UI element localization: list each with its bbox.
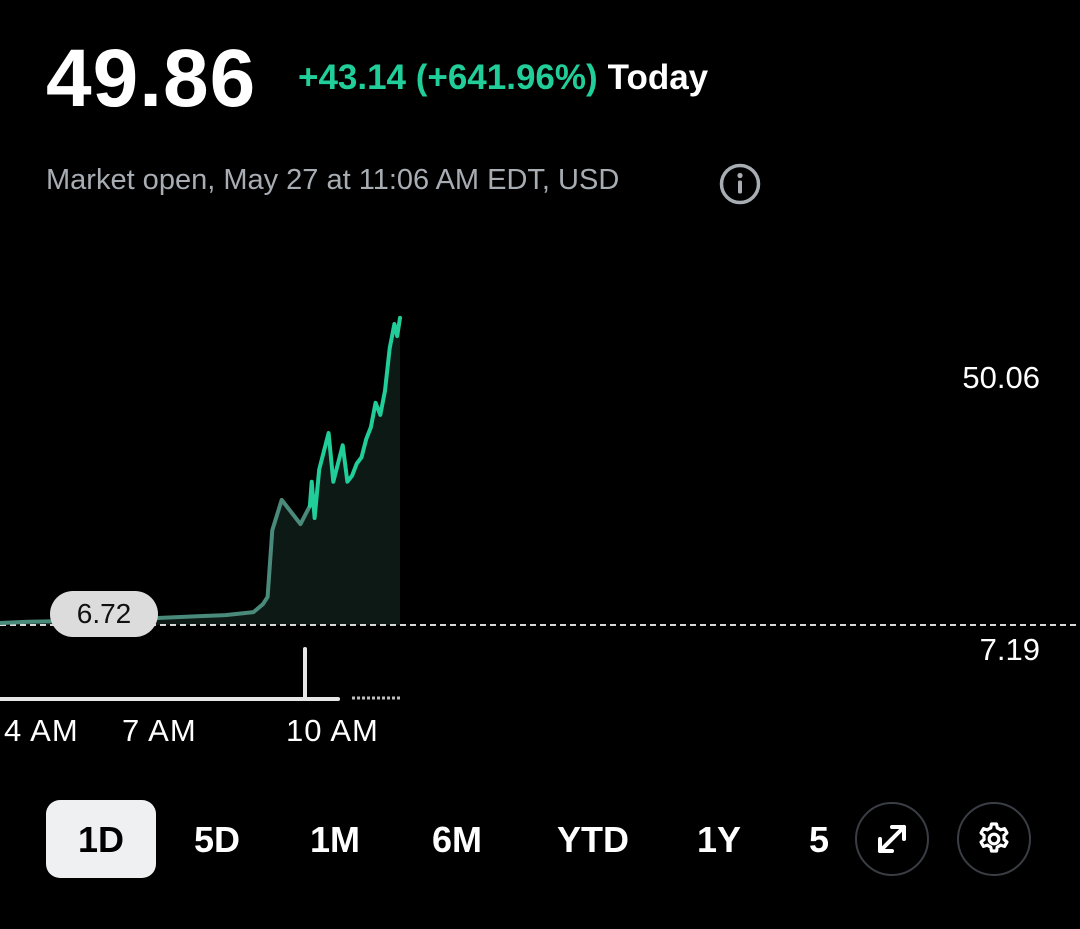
range-tab-ytd[interactable]: YTD — [557, 819, 629, 860]
range-tab-5d[interactable]: 5D — [193, 819, 241, 860]
expand-icon — [878, 825, 906, 853]
range-tab-1m[interactable]: 1M — [309, 819, 360, 860]
market-status: Market open, May 27 at 11:06 AM EDT, USD — [46, 164, 620, 196]
x-tick-label: 4 AM — [4, 713, 79, 748]
current-price: 49.86 — [46, 33, 257, 124]
change-period: Today — [607, 58, 709, 97]
session-price-line — [307, 315, 402, 520]
x-tick-label: 7 AM — [122, 713, 197, 748]
range-tab-1d[interactable]: 1D — [46, 800, 156, 878]
range-selector: 1D 5D 1M 6M YTD 1Y 5 — [0, 800, 1080, 880]
range-tab-6m[interactable]: 6M — [431, 819, 482, 860]
chart-settings-button[interactable] — [957, 802, 1031, 876]
range-tab-5[interactable]: 5 — [808, 819, 830, 860]
x-tick-label: 10 AM — [286, 713, 379, 748]
previous-close-label: 6.72 — [77, 598, 132, 629]
chart-low-label: 7.19 — [980, 632, 1040, 667]
change-amount: +43.14 (+641.96%) — [298, 58, 598, 97]
price-chart[interactable]: 6.72 50.06 7.19 4 AM 7 AM 10 AM — [0, 300, 1080, 760]
price-change: +43.14 (+641.96%) Today — [298, 60, 708, 95]
expand-chart-button[interactable] — [855, 802, 929, 876]
info-icon[interactable] — [718, 162, 762, 206]
gear-icon — [979, 822, 1009, 853]
chart-high-label: 50.06 — [962, 360, 1040, 395]
previous-close-badge — [50, 591, 158, 637]
range-tab-1y[interactable]: 1Y — [696, 819, 742, 860]
chart-area-fill — [0, 317, 400, 625]
